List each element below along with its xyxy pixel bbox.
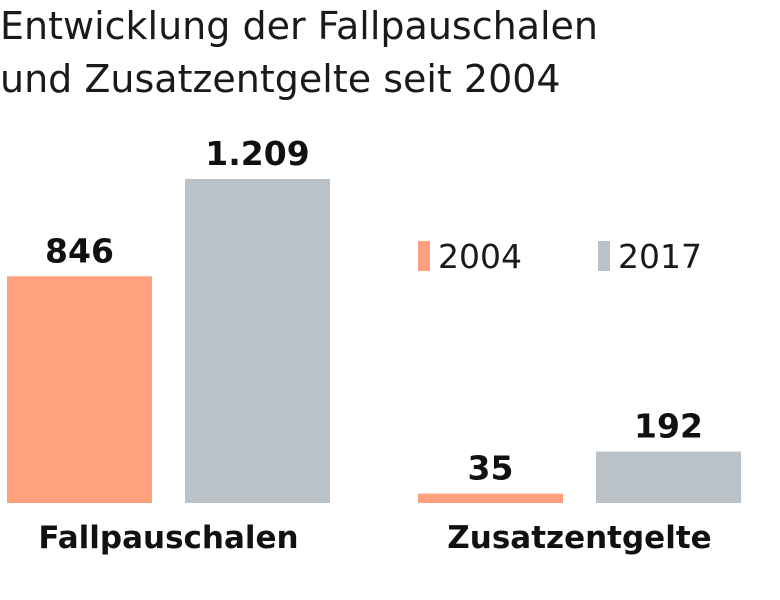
data-label-zusatzentgelte-2004: 35: [468, 449, 514, 488]
chart-title-line-2: und Zusatzentgelte seit 2004: [0, 57, 561, 101]
bar-zusatzentgelte-2017: [596, 451, 741, 503]
bar-zusatzentgelte-2004: [418, 493, 563, 503]
legend-label-2017: 2017: [618, 237, 702, 276]
legend-swatch-2004: [418, 241, 430, 271]
category-label-fallpauschalen: Fallpauschalen: [38, 520, 298, 556]
legend-swatch-2017: [598, 241, 610, 271]
data-label-fallpauschalen-2004: 846: [45, 231, 114, 270]
bar-fallpauschalen-2017: [185, 179, 330, 503]
chart-title: Entwicklung der Fallpauschalen und Zusat…: [0, 0, 598, 106]
data-label-fallpauschalen-2017: 1.209: [205, 134, 309, 173]
data-label-zusatzentgelte-2017: 192: [634, 407, 703, 446]
chart-title-line-1: Entwicklung der Fallpauschalen: [0, 4, 598, 48]
legend-label-2004: 2004: [438, 237, 522, 276]
category-label-zusatzentgelte: Zusatzentgelte: [447, 520, 711, 556]
bar-fallpauschalen-2004: [7, 276, 152, 503]
